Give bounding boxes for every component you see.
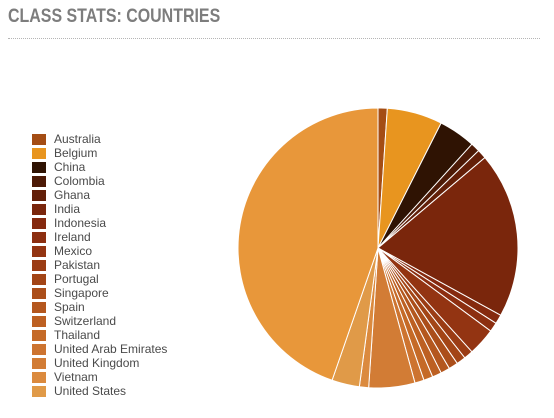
legend-label: Ghana — [54, 188, 91, 202]
legend-swatch — [32, 357, 46, 369]
legend-swatch — [32, 161, 46, 173]
chart-legend: Australia Belgium China Colombia Ghana India I… — [32, 132, 167, 398]
legend-swatch — [32, 301, 46, 313]
legend-label: United Kingdom — [54, 356, 140, 370]
legend-item: Thailand — [32, 328, 167, 342]
legend-item: Pakistan — [32, 258, 167, 272]
legend-label: Colombia — [54, 174, 105, 188]
legend-item: Belgium — [32, 146, 167, 160]
legend-label: Vietnam — [54, 370, 98, 384]
legend-swatch — [32, 245, 46, 257]
legend-label: Ireland — [54, 230, 91, 244]
legend-item: United Arab Emirates — [32, 342, 167, 356]
legend-label: Indonesia — [54, 216, 107, 230]
legend-swatch — [32, 217, 46, 229]
legend-item: Indonesia — [32, 216, 167, 230]
legend-item: China — [32, 160, 167, 174]
legend-label: China — [54, 160, 86, 174]
legend-item: Australia — [32, 132, 167, 146]
legend-swatch — [32, 133, 46, 145]
legend-label: Pakistan — [54, 258, 101, 272]
legend-swatch — [32, 175, 46, 187]
legend-label: Belgium — [54, 146, 98, 160]
pie-slice-india — [377, 156, 519, 316]
legend-swatch — [32, 329, 46, 341]
legend-swatch — [32, 189, 46, 201]
legend-swatch — [32, 231, 46, 243]
legend-swatch — [32, 385, 46, 397]
legend-item: India — [32, 202, 167, 216]
legend-swatch — [32, 203, 46, 215]
legend-swatch — [32, 315, 46, 327]
legend-swatch — [32, 287, 46, 299]
legend-item: Ghana — [32, 188, 167, 202]
legend-item: Portugal — [32, 272, 167, 286]
legend-label: Australia — [54, 132, 101, 146]
title-divider — [8, 38, 540, 39]
legend-label: Spain — [54, 300, 85, 314]
legend-item: Singapore — [32, 286, 167, 300]
legend-item: Ireland — [32, 230, 167, 244]
legend-label: Mexico — [54, 244, 93, 258]
legend-item: Spain — [32, 300, 167, 314]
pie-slices — [237, 107, 519, 389]
legend-swatch — [32, 259, 46, 271]
legend-label: United Arab Emirates — [54, 342, 168, 356]
legend-label: Portugal — [54, 272, 99, 286]
page-title: CLASS STATS: COUNTRIES — [8, 6, 221, 27]
legend-swatch — [32, 273, 46, 285]
legend-item: United Kingdom — [32, 356, 167, 370]
legend-item: Colombia — [32, 174, 167, 188]
legend-label: Singapore — [54, 286, 109, 300]
legend-swatch — [32, 343, 46, 355]
legend-item: United States — [32, 384, 167, 398]
legend-swatch — [32, 371, 46, 383]
legend-item: Switzerland — [32, 314, 167, 328]
legend-label: India — [54, 202, 81, 216]
legend-label: United States — [54, 384, 127, 398]
legend-swatch — [32, 147, 46, 159]
pie-slice-united-states — [237, 107, 379, 381]
legend-item: Vietnam — [32, 370, 167, 384]
legend-label: Switzerland — [54, 314, 117, 328]
legend-label: Thailand — [54, 328, 101, 342]
legend-item: Mexico — [32, 244, 167, 258]
